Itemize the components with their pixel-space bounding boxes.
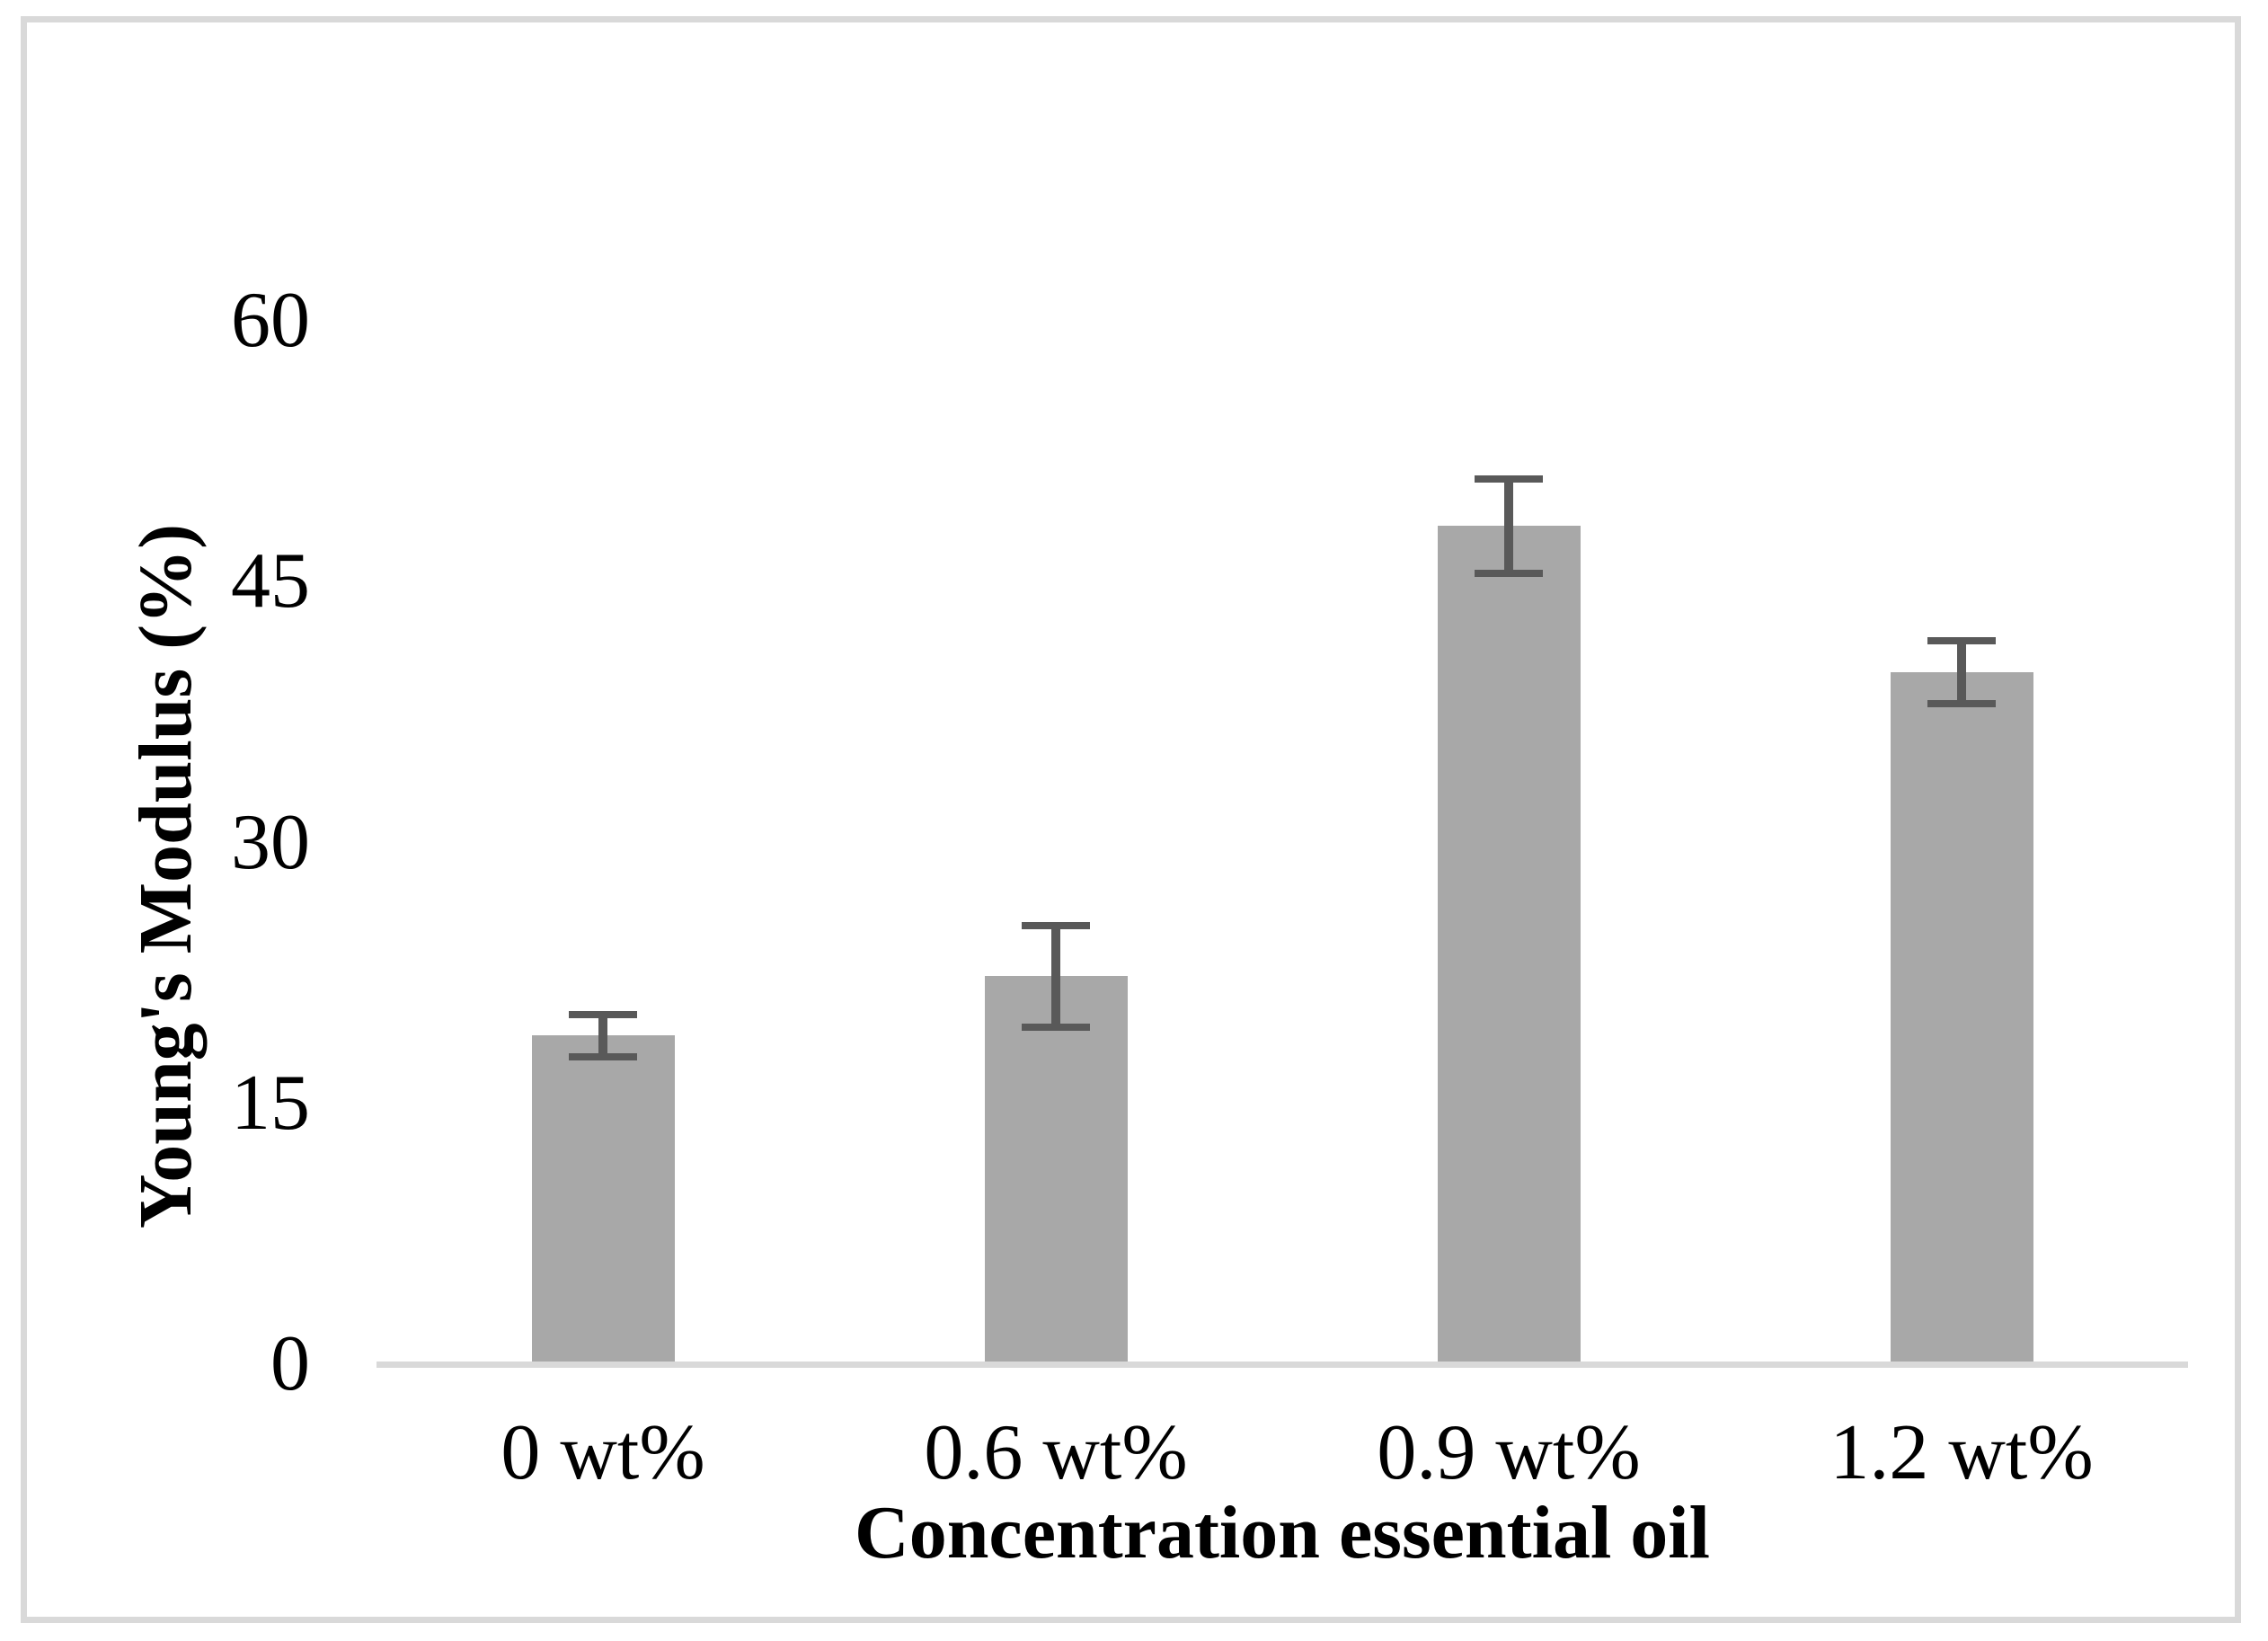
error-bar-cap-bottom [569, 1052, 637, 1060]
error-bar-cap-top [1022, 922, 1090, 930]
error-bar-cap-bottom [1022, 1023, 1090, 1031]
x-tick-label: 0 wt% [501, 1409, 705, 1496]
error-bar-cap-top [569, 1011, 637, 1019]
error-bar-line [1504, 479, 1513, 573]
bar [984, 976, 1128, 1362]
error-bar-line [598, 1015, 607, 1057]
error-bar-line [1957, 641, 1966, 704]
x-tick-label: 1.2 wt% [1829, 1409, 2094, 1496]
error-bar-cap-top [1927, 637, 1996, 645]
y-tick-label: 60 [231, 277, 310, 364]
error-bar-cap-bottom [1475, 569, 1543, 577]
bar [531, 1035, 675, 1362]
x-axis-line [377, 1362, 2188, 1368]
y-tick-label: 45 [231, 537, 310, 625]
y-tick-label: 0 [270, 1320, 310, 1407]
error-bar-cap-top [1475, 475, 1543, 483]
error-bar-cap-bottom [1927, 699, 1996, 707]
x-tick-label: 0.6 wt% [924, 1409, 1188, 1496]
x-axis-title: Concentration essential oil [855, 1491, 1710, 1574]
bar [1437, 526, 1581, 1362]
y-tick-label: 15 [231, 1059, 310, 1147]
x-tick-label: 0.9 wt% [1377, 1409, 1641, 1496]
y-tick-label: 30 [231, 798, 310, 886]
figure-border [21, 16, 2241, 1623]
bar [1890, 671, 2033, 1362]
error-bar-line [1051, 926, 1060, 1027]
